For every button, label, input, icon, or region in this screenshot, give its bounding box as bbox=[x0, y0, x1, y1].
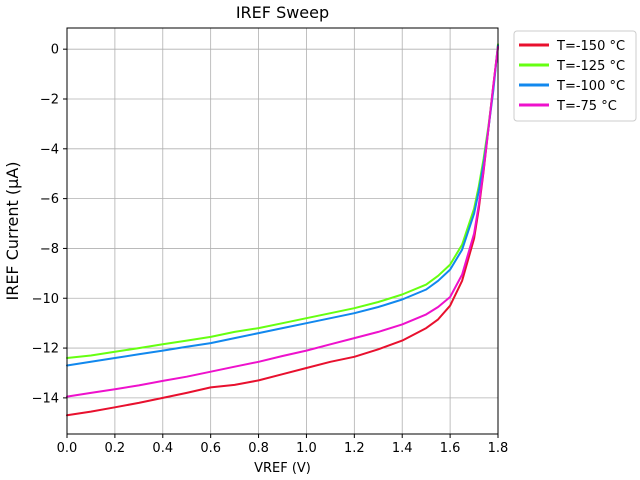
x-tick-label: 0.0 bbox=[57, 441, 78, 456]
x-tick-label: 1.8 bbox=[488, 441, 509, 456]
x-tick-label: 0.6 bbox=[200, 441, 221, 456]
x-tick-label: 0.2 bbox=[105, 441, 126, 456]
y-tick-label: −10 bbox=[32, 292, 59, 307]
series-line-4 bbox=[66, 45, 499, 398]
y-tick-label: −12 bbox=[32, 342, 59, 357]
legend-label-1: T=-150 °C bbox=[556, 39, 625, 54]
y-tick-label: −4 bbox=[40, 142, 59, 157]
x-tick-label: 0.4 bbox=[152, 441, 173, 456]
x-tick-label: 1.0 bbox=[296, 441, 317, 456]
legend-label-4: T=-75 °C bbox=[556, 99, 617, 114]
y-tick-label: −8 bbox=[40, 242, 59, 257]
y-tick-label: −14 bbox=[32, 391, 59, 406]
y-axis-label: IREF Current (µA) bbox=[3, 161, 22, 300]
chart-title: IREF Sweep bbox=[236, 3, 329, 22]
grid bbox=[66, 28, 499, 434]
x-tick-label: 0.8 bbox=[248, 441, 269, 456]
y-tick-label: −6 bbox=[40, 192, 59, 207]
series-group bbox=[66, 43, 499, 417]
x-tick-label: 1.6 bbox=[440, 441, 461, 456]
x-tick-label: 1.4 bbox=[392, 441, 413, 456]
y-tick-label: −2 bbox=[40, 92, 59, 107]
x-tick-label: 1.2 bbox=[344, 441, 365, 456]
series-line-1 bbox=[66, 45, 499, 417]
y-tick-label: 0 bbox=[51, 43, 59, 58]
series-line-3 bbox=[66, 44, 499, 367]
x-axis-label: VREF (V) bbox=[254, 461, 311, 476]
x-axis-ticks: 0.0 0.2 0.4 0.6 0.8 1.0 1.2 1.4 1.6 1.8 bbox=[57, 434, 509, 456]
legend-label-3: T=-100 °C bbox=[556, 79, 625, 94]
legend: T=-150 °C T=-125 °C T=-100 °C T=-75 °C bbox=[513, 30, 637, 122]
y-axis-ticks: 0 −2 −4 −6 −8 −10 −12 −14 bbox=[32, 43, 67, 406]
legend-box bbox=[513, 30, 637, 122]
plot-frame bbox=[66, 27, 499, 435]
legend-label-2: T=-125 °C bbox=[556, 59, 625, 74]
